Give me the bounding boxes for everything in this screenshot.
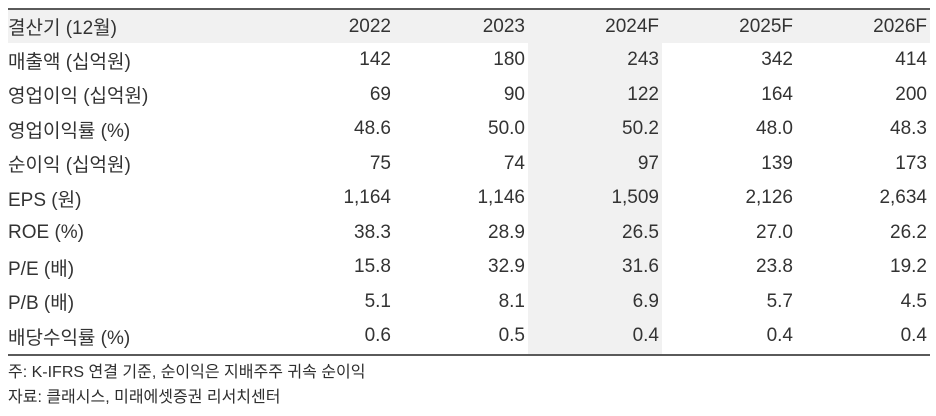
cell-value: 139 — [761, 152, 793, 174]
footnote-source: 자료: 클래시스, 미래에셋증권 리서치센터 — [8, 388, 281, 406]
cell-value: 48.6 — [354, 118, 391, 140]
cell-value: 1,146 — [477, 187, 525, 209]
cell-value: 5.7 — [766, 290, 793, 312]
table-row-eps: EPS (원) 1,164 1,146 1,509 2,126 2,634 — [8, 181, 930, 216]
cell-value-highlighted: 26.5 — [528, 215, 662, 250]
cell-value: 38.3 — [354, 221, 391, 243]
cell-value-highlighted: 1,509 — [528, 181, 662, 216]
cell-value-highlighted: 50.2 — [528, 112, 662, 147]
header-cell-period: 결산기 (12월) — [8, 9, 260, 43]
table-body: 매출액 (십억원) 142 180 243 342 414 영업이익 (십억원)… — [8, 43, 930, 355]
cell-value: 1,164 — [343, 187, 391, 209]
cell-value: 48.0 — [756, 118, 793, 140]
table-row-roe: ROE (%) 38.3 28.9 26.5 27.0 26.2 — [8, 215, 930, 250]
cell-value: 200 — [895, 83, 927, 105]
table-row-pe: P/E (배) 15.8 32.9 31.6 23.8 19.2 — [8, 250, 930, 285]
cell-value: 414 — [895, 49, 927, 71]
row-label: EPS (원) — [8, 189, 82, 211]
cell-value: 90 — [503, 83, 525, 105]
cell-value: 2,634 — [879, 187, 927, 209]
row-label: ROE (%) — [8, 221, 84, 243]
row-label: P/E (배) — [8, 258, 75, 280]
footnote-basis: 주: K-IFRS 연결 기준, 순이익은 지배주주 귀속 순이익 — [8, 363, 366, 381]
cell-value: 32.9 — [488, 256, 525, 278]
cell-value: 173 — [895, 152, 927, 174]
row-label: 영업이익 (십억원) — [8, 86, 149, 108]
table-header: 결산기 (12월) 2022 2023 2024F 2025F 2026F — [8, 9, 930, 43]
cell-value: 15.8 — [354, 256, 391, 278]
cell-value-highlighted: 31.6 — [528, 250, 662, 285]
row-label: 영업이익률 (%) — [8, 120, 131, 142]
cell-value: 19.2 — [890, 256, 927, 278]
row-label: 매출액 (십억원) — [8, 51, 131, 73]
footnotes: 주: K-IFRS 연결 기준, 순이익은 지배주주 귀속 순이익 자료: 클래… — [8, 360, 930, 410]
row-label: 배당수익률 (%) — [8, 327, 131, 349]
cell-value: 342 — [761, 49, 793, 71]
cell-value: 8.1 — [498, 290, 525, 312]
table-row-pb: P/B (배) 5.1 8.1 6.9 5.7 4.5 — [8, 284, 930, 319]
cell-value: 23.8 — [756, 256, 793, 278]
cell-value: 142 — [359, 49, 391, 71]
cell-value: 27.0 — [756, 221, 793, 243]
cell-value: 4.5 — [900, 290, 927, 312]
cell-value: 0.4 — [900, 325, 927, 347]
cell-value: 74 — [503, 152, 525, 174]
cell-value: 180 — [493, 49, 525, 71]
header-cell-year-2023: 2023 — [394, 9, 528, 43]
cell-value-highlighted: 243 — [528, 43, 662, 78]
row-label: 순이익 (십억원) — [8, 155, 131, 177]
cell-value: 75 — [369, 152, 391, 174]
table-row-operating-margin: 영업이익률 (%) 48.6 50.0 50.2 48.0 48.3 — [8, 112, 930, 147]
table-row-dividend-yield: 배당수익률 (%) 0.6 0.5 0.4 0.4 0.4 — [8, 319, 930, 355]
header-cell-year-2022: 2022 — [260, 9, 394, 43]
cell-value: 0.5 — [498, 325, 525, 347]
header-cell-year-2026f: 2026F — [796, 9, 930, 43]
cell-value: 26.2 — [890, 221, 927, 243]
cell-value-highlighted: 122 — [528, 77, 662, 112]
row-label: P/B (배) — [8, 293, 75, 315]
financial-summary-table: 결산기 (12월) 2022 2023 2024F 2025F 2026F 매출… — [8, 8, 930, 356]
table-row-revenue: 매출액 (십억원) 142 180 243 342 414 — [8, 43, 930, 78]
header-cell-year-2025f: 2025F — [662, 9, 796, 43]
cell-value: 2,126 — [745, 187, 793, 209]
cell-value: 69 — [369, 83, 391, 105]
cell-value: 28.9 — [488, 221, 525, 243]
header-cell-year-2024f: 2024F — [528, 9, 662, 43]
cell-value-highlighted: 6.9 — [528, 284, 662, 319]
table-row-operating-profit: 영업이익 (십억원) 69 90 122 164 200 — [8, 77, 930, 112]
cell-value: 5.1 — [364, 290, 391, 312]
cell-value: 0.4 — [766, 325, 793, 347]
cell-value-highlighted: 97 — [528, 146, 662, 181]
cell-value: 0.6 — [364, 325, 391, 347]
cell-value: 50.0 — [488, 118, 525, 140]
header-row: 결산기 (12월) 2022 2023 2024F 2025F 2026F — [8, 9, 930, 43]
cell-value: 48.3 — [890, 118, 927, 140]
table-row-net-profit: 순이익 (십억원) 75 74 97 139 173 — [8, 146, 930, 181]
cell-value-highlighted: 0.4 — [528, 319, 662, 355]
cell-value: 164 — [761, 83, 793, 105]
